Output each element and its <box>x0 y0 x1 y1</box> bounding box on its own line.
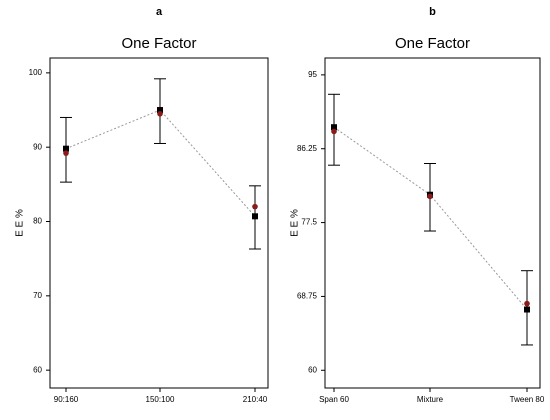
square-marker <box>63 145 69 152</box>
x-tick-label: 210:40 <box>243 395 268 404</box>
dot-marker <box>63 150 69 156</box>
y-tick-label: 68.75 <box>297 292 318 301</box>
y-tick-label: 95 <box>308 70 317 79</box>
square-marker <box>524 306 530 313</box>
x-tick-label: 90:160 <box>54 395 79 404</box>
chart-title: One Factor <box>121 35 196 52</box>
plot-frame <box>49 57 269 389</box>
y-tick-label: 70 <box>33 291 42 300</box>
y-tick-label: 90 <box>33 142 42 151</box>
x-tick-label: 150:100 <box>146 395 175 404</box>
x-tick-label: Mixture <box>417 395 444 404</box>
chart-title: One Factor <box>395 35 470 52</box>
y-tick-label: 60 <box>33 365 42 374</box>
x-tick-label: Span 60 <box>319 395 349 404</box>
dot-marker <box>157 110 163 117</box>
panel-letter: b <box>429 6 436 18</box>
dot-marker <box>427 193 433 200</box>
y-tick-label: 60 <box>308 365 317 374</box>
plot-frame <box>324 57 541 389</box>
y-axis-label: E E % <box>290 209 301 237</box>
y-tick-label: 80 <box>33 217 42 226</box>
square-marker <box>157 107 163 114</box>
x-tick-label: Tween 80 <box>510 395 545 404</box>
dot-marker <box>252 203 258 210</box>
square-marker <box>252 213 258 220</box>
square-marker <box>331 124 337 131</box>
dot-marker <box>524 300 530 307</box>
y-tick-label: 86.25 <box>297 144 318 153</box>
y-axis-label: E E % <box>15 209 26 237</box>
dot-marker <box>331 128 337 135</box>
y-tick-label: 77.5 <box>301 218 317 227</box>
panel-letter: a <box>156 6 163 18</box>
y-tick-label: 100 <box>29 68 43 77</box>
